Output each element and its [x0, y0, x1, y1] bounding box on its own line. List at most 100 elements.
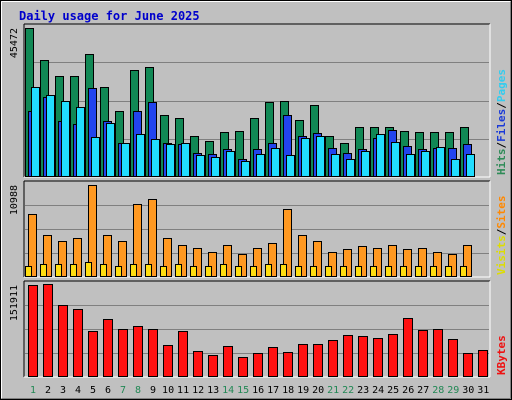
bar-kbytes-day-15 [238, 357, 248, 377]
bar-pages-day-13 [211, 157, 220, 177]
bar-kbytes-day-22 [343, 335, 353, 377]
bar-sites-day-3 [58, 241, 67, 277]
x-axis-labels: 1 2 3 4 5 6 7 8 9 10 11 12 13 14 15 16 17 18 19 20 21 22 23 24 2… [30, 385, 489, 396]
bar-kbytes-day-5 [88, 331, 98, 377]
bar-visits-day-14 [220, 264, 227, 277]
bar-pages-day-6 [106, 123, 115, 177]
bar-visits-day-30 [460, 266, 467, 277]
bar-pages-day-8 [136, 134, 145, 177]
bar-visits-day-9 [145, 264, 152, 277]
series-legend: Visits/Sites [495, 196, 508, 276]
bar-sites-day-12 [193, 248, 202, 277]
bar-visits-day-11 [175, 264, 182, 277]
bar-sites-day-13 [208, 252, 217, 277]
bar-visits-day-5 [85, 262, 92, 277]
bar-sites-day-5 [88, 185, 97, 277]
x-tick-label: 11 [177, 385, 189, 396]
bar-sites-day-8 [133, 204, 142, 277]
bar-kbytes-day-19 [298, 344, 308, 377]
bar-kbytes-day-10 [163, 345, 173, 377]
x-tick-label: 24 [372, 385, 384, 396]
bar-sites-day-28 [433, 252, 442, 277]
x-tick-label: 22 [342, 385, 354, 396]
bar-sites-day-18 [283, 209, 292, 277]
bar-kbytes-day-24 [373, 338, 383, 377]
bar-pages-day-20 [316, 136, 325, 177]
bar-pages-day-5 [91, 137, 100, 177]
bar-pages-day-11 [181, 143, 190, 177]
bar-kbytes-day-12 [193, 351, 203, 377]
bar-pages-day-27 [421, 151, 430, 177]
bar-kbytes-day-4 [73, 309, 83, 377]
bar-visits-day-25 [385, 266, 392, 277]
x-tick-label: 9 [150, 385, 156, 396]
bar-kbytes-day-23 [358, 336, 368, 377]
series-legend: Hits/Files/Pages [495, 69, 508, 175]
bar-visits-day-3 [55, 264, 62, 277]
bar-kbytes-day-31 [478, 350, 488, 377]
bar-visits-day-4 [70, 264, 77, 277]
kbytes-panel: 151911 KBytes [9, 280, 508, 378]
bar-kbytes-day-20 [313, 344, 323, 377]
legend-entry: Sites [495, 196, 508, 229]
bar-sites-day-20 [313, 241, 322, 277]
x-tick-label: 15 [237, 385, 249, 396]
bar-kbytes-day-6 [103, 319, 113, 377]
bar-visits-day-20 [310, 266, 317, 277]
bar-visits-day-15 [235, 266, 242, 277]
bar-visits-day-26 [400, 266, 407, 277]
visits-panel: 10988 Visits/Sites [9, 180, 508, 278]
series-sites [28, 185, 472, 277]
x-tick-label: 18 [282, 385, 294, 396]
bar-sites-day-7 [118, 241, 127, 277]
bar-visits-day-6 [100, 264, 107, 277]
bar-pages-day-26 [406, 154, 415, 177]
bar-sites-day-25 [388, 245, 397, 277]
x-tick-label: 5 [90, 385, 96, 396]
x-tick-label: 3 [60, 385, 66, 396]
bar-pages-day-4 [76, 107, 85, 177]
bar-pages-day-1 [31, 87, 40, 177]
bar-kbytes-day-21 [328, 340, 338, 377]
y-max-label: 151911 [9, 285, 20, 321]
bar-visits-day-23 [355, 266, 362, 277]
bar-pages-day-23 [361, 151, 370, 177]
legend-entry: Files [495, 109, 508, 142]
legend-entry: Hits [495, 149, 508, 176]
x-tick-label: 13 [207, 385, 219, 396]
bar-visits-day-8 [130, 264, 137, 277]
bar-pages-day-15 [241, 161, 250, 177]
bar-pages-day-24 [376, 134, 385, 177]
bar-visits-day-12 [190, 266, 197, 277]
bar-kbytes-day-26 [403, 318, 413, 377]
bar-pages-day-17 [271, 148, 280, 177]
bar-pages-day-22 [346, 159, 355, 177]
bar-kbytes-day-25 [388, 334, 398, 377]
bar-sites-day-10 [163, 238, 172, 277]
legend-entry: / [495, 102, 508, 109]
x-tick-label: 19 [297, 385, 309, 396]
bar-kbytes-day-8 [133, 326, 143, 377]
bar-sites-day-30 [463, 245, 472, 277]
x-tick-label: 29 [447, 385, 459, 396]
x-tick-label: 4 [75, 385, 81, 396]
bar-sites-day-16 [253, 248, 262, 277]
x-tick-label: 1 [30, 385, 36, 396]
bar-kbytes-day-30 [463, 353, 473, 377]
bar-pages-day-21 [331, 154, 340, 177]
bar-visits-day-10 [160, 266, 167, 277]
x-tick-label: 8 [135, 385, 141, 396]
bar-kbytes-day-27 [418, 330, 428, 377]
bar-visits-day-22 [340, 266, 347, 277]
bar-visits-day-29 [445, 266, 452, 277]
bar-pages-day-30 [466, 154, 475, 177]
x-tick-label: 26 [402, 385, 414, 396]
x-tick-label: 12 [192, 385, 204, 396]
x-tick-label: 10 [162, 385, 174, 396]
bar-pages-day-14 [226, 151, 235, 177]
bar-sites-day-14 [223, 245, 232, 277]
bar-pages-day-12 [196, 155, 205, 177]
x-tick-label: 14 [222, 385, 234, 396]
